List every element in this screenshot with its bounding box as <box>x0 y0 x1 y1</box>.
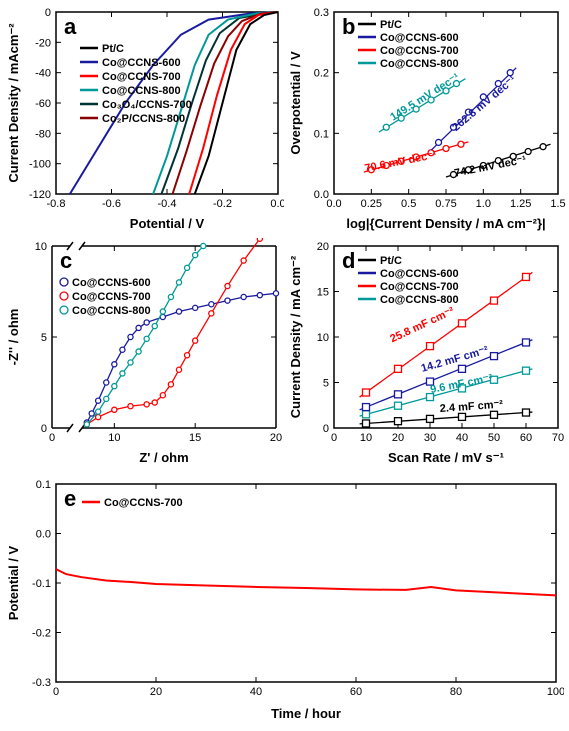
svg-text:Co@CCNS-800: Co@CCNS-800 <box>72 305 151 317</box>
svg-text:Co@CCNS-800: Co@CCNS-800 <box>380 58 459 70</box>
svg-text:0: 0 <box>331 432 337 444</box>
svg-text:70.6 mV dec⁻¹: 70.6 mV dec⁻¹ <box>364 149 438 175</box>
svg-text:Co@CCNS-700: Co@CCNS-700 <box>380 45 459 57</box>
svg-text:b: b <box>342 14 355 39</box>
svg-text:50: 50 <box>488 432 500 444</box>
svg-text:-100: -100 <box>29 159 51 171</box>
svg-text:0.0: 0.0 <box>314 189 329 201</box>
svg-text:0.2: 0.2 <box>314 68 329 80</box>
svg-text:c: c <box>60 248 72 273</box>
svg-text:0.1: 0.1 <box>314 128 329 140</box>
svg-text:e: e <box>64 486 76 511</box>
svg-text:30: 30 <box>424 432 436 444</box>
svg-text:Time / hour: Time / hour <box>271 706 341 721</box>
svg-text:0.0: 0.0 <box>36 529 51 541</box>
svg-text:74.2 mV dec⁻¹: 74.2 mV dec⁻¹ <box>453 154 527 180</box>
svg-text:-0.4: -0.4 <box>158 198 177 210</box>
svg-text:10: 10 <box>108 432 120 444</box>
svg-text:20: 20 <box>392 432 404 444</box>
svg-text:20: 20 <box>317 241 329 253</box>
svg-text:Co@CCNS-600: Co@CCNS-600 <box>380 32 459 44</box>
svg-text:60: 60 <box>520 432 532 444</box>
svg-text:Co@CCNS-800: Co@CCNS-800 <box>102 85 181 97</box>
svg-text:5: 5 <box>323 378 329 390</box>
svg-text:70: 70 <box>552 432 564 444</box>
svg-text:0: 0 <box>45 7 51 19</box>
svg-text:Potential / V: Potential / V <box>130 216 205 231</box>
svg-text:0: 0 <box>41 423 47 435</box>
figure-container: -0.8-0.6-0.4-0.20.0-120-100-80-60-40-200… <box>0 0 569 731</box>
svg-text:Potential / V: Potential / V <box>6 545 21 620</box>
svg-text:-80: -80 <box>35 128 51 140</box>
panel-c-chart: 0 10 15 20 0 5 10 Z' / ohm -Z'' / ohm cCo@CCNS-60… <box>4 238 284 468</box>
svg-text:25.8 mF cm⁻²: 25.8 mF cm⁻² <box>388 305 456 345</box>
svg-text:1.0: 1.0 <box>476 198 491 210</box>
panel-a-chart: -0.8-0.6-0.4-0.20.0-120-100-80-60-40-200… <box>4 4 284 234</box>
svg-text:100: 100 <box>547 686 564 698</box>
svg-text:10: 10 <box>35 241 47 253</box>
svg-text:0.75: 0.75 <box>435 198 456 210</box>
svg-text:5: 5 <box>41 332 47 344</box>
panel-e-chart: 0 20 40 60 80 100 -0.3 -0.2 -0.1 0.0 0.1 Time / hou… <box>4 474 564 724</box>
svg-text:15: 15 <box>317 287 329 299</box>
svg-text:Co₂P/CCNS-800: Co₂P/CCNS-800 <box>102 113 185 125</box>
svg-text:Co@CCNS-700: Co@CCNS-700 <box>72 291 151 303</box>
svg-text:Scan Rate / mV s⁻¹: Scan Rate / mV s⁻¹ <box>388 450 504 465</box>
panel-d-chart: 0 10 20 30 40 50 60 70 0 5 10 15 20 Scan Rate / mV s⁻… <box>286 238 566 468</box>
svg-text:Co@CCNS-600: Co@CCNS-600 <box>102 57 181 69</box>
svg-text:-0.3: -0.3 <box>32 677 51 689</box>
svg-text:-0.2: -0.2 <box>213 198 232 210</box>
svg-text:Current Density / mAcm⁻²: Current Density / mAcm⁻² <box>6 23 21 183</box>
svg-text:149.5 mV dec⁻¹: 149.5 mV dec⁻¹ <box>388 71 462 123</box>
svg-text:0.1: 0.1 <box>36 479 51 491</box>
svg-text:-120: -120 <box>29 189 51 201</box>
svg-text:Co@CCNS-700: Co@CCNS-700 <box>102 71 181 83</box>
svg-text:Pt/C: Pt/C <box>380 255 402 267</box>
svg-text:0: 0 <box>49 432 55 444</box>
svg-text:Pt/C: Pt/C <box>380 19 402 31</box>
svg-text:0: 0 <box>323 423 329 435</box>
svg-text:-20: -20 <box>35 37 51 49</box>
svg-text:Current Density / mA cm⁻²: Current Density / mA cm⁻² <box>288 255 303 418</box>
svg-text:Co@CCNS-600: Co@CCNS-600 <box>380 268 459 280</box>
svg-text:40: 40 <box>456 432 468 444</box>
svg-text:Pt/C: Pt/C <box>102 43 124 55</box>
svg-text:60: 60 <box>350 686 362 698</box>
svg-text:Co@CCNS-600: Co@CCNS-600 <box>72 277 151 289</box>
svg-text:-0.1: -0.1 <box>32 578 51 590</box>
svg-text:Co@CCNS-700: Co@CCNS-700 <box>380 281 459 293</box>
svg-text:10: 10 <box>360 432 372 444</box>
svg-text:Co₃O₄/CCNS-700: Co₃O₄/CCNS-700 <box>102 99 192 111</box>
svg-text:1.5: 1.5 <box>550 198 565 210</box>
svg-text:10: 10 <box>317 332 329 344</box>
svg-text:0.3: 0.3 <box>314 7 329 19</box>
svg-text:0.0: 0.0 <box>270 198 284 210</box>
svg-text:0.5: 0.5 <box>401 198 416 210</box>
svg-text:20: 20 <box>150 686 162 698</box>
svg-text:Z' / ohm: Z' / ohm <box>139 450 188 465</box>
svg-text:-40: -40 <box>35 68 51 80</box>
svg-text:log|{Current Density / mA cm⁻²: log|{Current Density / mA cm⁻²}| <box>346 216 545 231</box>
svg-text:-Z'' / ohm: -Z'' / ohm <box>6 309 21 366</box>
svg-text:20: 20 <box>270 432 282 444</box>
svg-text:-0.2: -0.2 <box>32 628 51 640</box>
svg-text:40: 40 <box>250 686 262 698</box>
svg-text:80: 80 <box>450 686 462 698</box>
svg-text:-0.6: -0.6 <box>102 198 121 210</box>
svg-text:15: 15 <box>189 432 201 444</box>
panel-b-chart: 0.00.250.50.751.01.251.50.00.10.20.3log|… <box>286 4 566 234</box>
svg-text:1.25: 1.25 <box>510 198 531 210</box>
svg-text:Overpotential / V: Overpotential / V <box>288 51 303 155</box>
svg-text:d: d <box>342 248 355 273</box>
svg-text:0.25: 0.25 <box>361 198 382 210</box>
svg-text:Co@CCNS-800: Co@CCNS-800 <box>380 294 459 306</box>
svg-text:Co@CCNS-700: Co@CCNS-700 <box>104 497 183 509</box>
svg-text:a: a <box>64 14 77 39</box>
svg-text:-60: -60 <box>35 98 51 110</box>
svg-text:0: 0 <box>53 686 59 698</box>
